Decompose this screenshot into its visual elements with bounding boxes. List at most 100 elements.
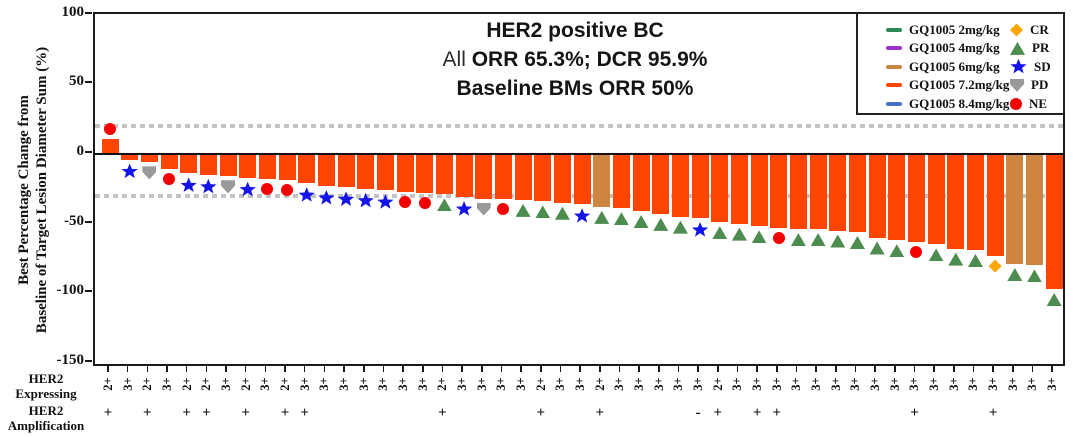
legend-dose-label: GQ1005 7.2mg/kg <box>909 77 1010 93</box>
bar <box>868 154 886 238</box>
her2-expressing-label: 3+ <box>986 377 1001 391</box>
her2-amplification-label: + <box>241 405 250 421</box>
legend-response-item: PD <box>1010 76 1048 94</box>
bar <box>514 154 532 200</box>
legend-response-label: PD <box>1031 77 1049 93</box>
bar <box>986 154 1004 256</box>
bar <box>239 154 257 178</box>
y-axis-title-line1: Best Percentage Change from <box>16 95 32 285</box>
x-tick <box>579 366 581 372</box>
response-marker <box>751 230 767 244</box>
bar <box>121 154 139 160</box>
response-marker <box>535 205 551 219</box>
title-line-3: Baseline BMs ORR 50% <box>456 77 694 100</box>
bar <box>593 154 611 207</box>
bar <box>1025 154 1043 266</box>
bar <box>966 154 984 251</box>
her2-expressing-label: 3+ <box>415 377 430 391</box>
her2-amplification-label: + <box>713 405 723 421</box>
legend-dose-item: GQ1005 7.2mg/kg <box>886 76 1009 94</box>
plot-area: HER2 positive BC All ORR 65.3%; DCR 95.9… <box>93 12 1065 366</box>
her2-expressing-label: 2+ <box>533 377 548 391</box>
x-tick <box>520 366 522 372</box>
legend-response-item: CR <box>1010 21 1049 39</box>
x-tick <box>303 366 306 372</box>
x-tick <box>736 366 739 372</box>
response-marker <box>142 166 157 180</box>
triangle-icon <box>1010 41 1025 55</box>
legend-dose-item: GQ1005 4mg/kg <box>886 39 1000 57</box>
y-tick-mark <box>85 290 92 293</box>
x-tick <box>657 366 660 372</box>
her2-amplification-label: + <box>752 405 762 421</box>
her2-expressing-label: 3+ <box>868 377 883 391</box>
x-tick <box>107 366 109 372</box>
bar <box>199 154 217 175</box>
her2-expressing-label: 3+ <box>120 377 135 391</box>
response-marker <box>633 215 649 229</box>
x-tick <box>598 366 601 372</box>
x-tick <box>166 366 168 372</box>
response-marker <box>436 198 452 212</box>
x-tick <box>953 366 955 372</box>
her2-expressing-label: 3+ <box>887 377 902 391</box>
her2-expressing-label: 3+ <box>632 377 647 391</box>
response-marker <box>653 217 669 231</box>
bar <box>258 154 276 180</box>
her2-expressing-label: 3+ <box>730 377 745 391</box>
x-tick <box>441 366 444 372</box>
bar <box>396 154 414 192</box>
response-marker <box>515 203 531 217</box>
bar <box>573 154 591 205</box>
bar <box>180 154 198 174</box>
x-tick <box>146 366 149 372</box>
x-tick <box>992 366 994 372</box>
her2-expressing-label: 3+ <box>553 377 568 391</box>
x-tick <box>913 366 916 372</box>
response-marker <box>790 233 806 247</box>
x-tick <box>126 366 129 372</box>
response-marker <box>261 183 274 196</box>
legend-dose-item: GQ1005 6mg/kg <box>886 58 1000 76</box>
y-tick-label: -50 <box>64 212 84 229</box>
bar <box>652 154 670 214</box>
her2-expressing-row-label-line1: HER2 <box>28 371 64 386</box>
her2-expressing-label: 3+ <box>337 377 352 391</box>
bar <box>691 154 709 219</box>
x-tick <box>500 366 503 372</box>
response-marker <box>418 196 431 209</box>
legend-dose-label: GQ1005 4mg/kg <box>909 40 1000 56</box>
bar <box>357 154 375 189</box>
y-tick-mark <box>85 11 92 14</box>
bar <box>376 154 394 191</box>
her2-expressing-label: 3+ <box>828 377 843 391</box>
title-line-2: All ORR 65.3%; DCR 95.9% <box>255 45 895 74</box>
her2-expressing-label: 3+ <box>927 377 942 391</box>
legend-response-item: SD <box>1010 58 1051 76</box>
x-tick <box>480 366 483 372</box>
her2-expressing-label: 3+ <box>1005 377 1020 391</box>
x-tick <box>421 366 424 372</box>
her2-expressing-label: 2+ <box>435 377 450 391</box>
title-line-1: HER2 positive BC <box>486 19 664 42</box>
x-tick <box>382 366 385 372</box>
bar <box>927 154 945 245</box>
bar <box>435 154 453 195</box>
x-tick <box>677 366 680 372</box>
x-tick <box>343 366 345 372</box>
response-marker <box>613 212 629 226</box>
bar <box>770 154 788 228</box>
her2-amplification-label: - <box>695 405 701 421</box>
response-marker <box>200 178 217 194</box>
bar <box>298 154 316 184</box>
her2-expressing-label: 3+ <box>946 377 961 391</box>
response-marker <box>1007 267 1023 281</box>
bar <box>888 154 906 241</box>
legend-dose-label: GQ1005 2mg/kg <box>909 22 1000 37</box>
x-tick <box>933 366 935 372</box>
x-tick <box>362 366 365 372</box>
her2-expressing-label: 3+ <box>219 377 234 391</box>
her2-expressing-label: 3+ <box>612 377 627 391</box>
bar <box>848 154 866 232</box>
her2-expressing-label: 3+ <box>258 377 273 391</box>
